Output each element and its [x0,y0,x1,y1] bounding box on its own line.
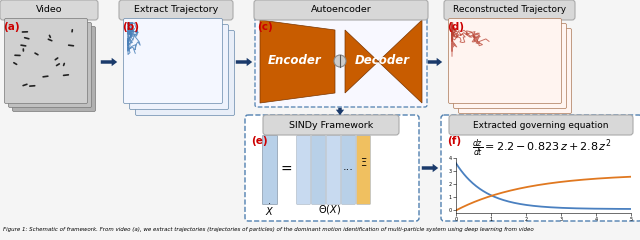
Text: (c): (c) [257,22,273,32]
FancyBboxPatch shape [129,24,228,109]
FancyBboxPatch shape [263,115,399,135]
FancyBboxPatch shape [0,0,98,20]
FancyBboxPatch shape [297,136,310,204]
FancyBboxPatch shape [13,26,95,112]
Text: Encoder: Encoder [268,54,322,67]
FancyBboxPatch shape [454,24,566,108]
FancyBboxPatch shape [312,136,325,204]
FancyBboxPatch shape [124,18,223,103]
Circle shape [334,55,346,67]
Polygon shape [260,20,335,103]
Text: Video: Video [36,6,62,14]
FancyBboxPatch shape [326,136,340,204]
FancyBboxPatch shape [245,115,419,221]
Text: (b): (b) [122,22,139,32]
Text: =: = [280,163,292,177]
Text: Extract Trajectory: Extract Trajectory [134,6,218,14]
Text: $\Theta(X)$: $\Theta(X)$ [318,204,341,216]
Text: Extracted governing equation: Extracted governing equation [473,120,609,130]
Text: SINDy Framework: SINDy Framework [289,120,373,130]
Text: $\dot{X}$: $\dot{X}$ [266,202,275,218]
FancyBboxPatch shape [449,115,633,135]
FancyBboxPatch shape [262,136,278,204]
Text: (a): (a) [3,22,20,32]
Text: (f): (f) [447,136,461,146]
FancyBboxPatch shape [356,136,371,204]
FancyBboxPatch shape [441,115,640,221]
Text: ···: ··· [343,165,354,175]
FancyBboxPatch shape [254,0,428,20]
Text: (d): (d) [447,22,464,32]
Text: Figure 1: Schematic of framework. From video (a), we extract trajectories (traje: Figure 1: Schematic of framework. From v… [3,227,534,232]
Text: $\Xi$: $\Xi$ [360,156,367,168]
FancyBboxPatch shape [342,136,355,204]
Text: Decoder: Decoder [355,54,410,67]
FancyBboxPatch shape [449,18,561,103]
FancyBboxPatch shape [444,0,575,20]
Text: (e): (e) [251,136,268,146]
FancyBboxPatch shape [4,18,88,103]
FancyBboxPatch shape [8,23,92,108]
FancyBboxPatch shape [458,29,572,114]
FancyBboxPatch shape [255,16,427,107]
Text: Reconstructed Trajectory: Reconstructed Trajectory [453,6,566,14]
Text: Autoencoder: Autoencoder [310,6,371,14]
FancyBboxPatch shape [136,30,234,115]
Text: $\frac{dz}{dt} = 2.2 - 0.823\,z + 2.8\,z^2$: $\frac{dz}{dt} = 2.2 - 0.823\,z + 2.8\,z… [472,137,611,159]
Polygon shape [345,20,422,103]
FancyBboxPatch shape [119,0,233,20]
